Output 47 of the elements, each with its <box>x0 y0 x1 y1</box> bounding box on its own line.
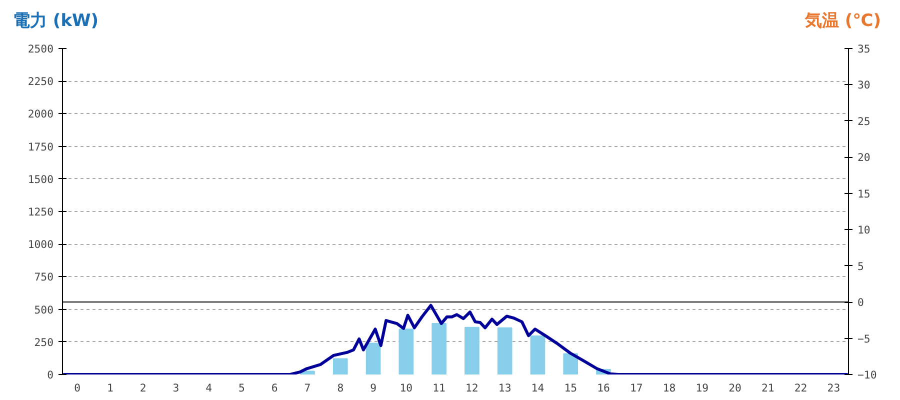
y2-tick-label: −10 <box>858 368 877 382</box>
x-tick-label: 4 <box>206 382 212 394</box>
y2-tick-label: −5 <box>858 332 870 346</box>
y-tick-label: 750 <box>34 270 54 284</box>
y2-tick-label: 25 <box>858 114 870 128</box>
x-tick-label: 22 <box>794 382 808 394</box>
y-tick-label: 2250 <box>28 75 54 88</box>
x-tick-label: 1 <box>106 382 114 394</box>
y-tick-label: 1500 <box>28 172 54 186</box>
y2-tick-label: 20 <box>858 151 870 164</box>
y2-tick-label: 35 <box>858 42 870 56</box>
y-tick-label: 250 <box>34 336 54 349</box>
x-tick-label: 17 <box>630 382 643 394</box>
x-tick-label: 18 <box>662 382 676 394</box>
x-tick-label: 10 <box>400 382 413 394</box>
x-tick-label: 8 <box>337 382 344 394</box>
x-tick-label: 19 <box>696 382 709 394</box>
x-tick-label: 16 <box>597 382 610 394</box>
x-tick-label: 20 <box>728 382 742 394</box>
x-tick-label: 0 <box>74 382 81 394</box>
y2-tick-label: 10 <box>858 224 870 237</box>
x-tick-label: 23 <box>827 382 840 394</box>
x-tick-label: 6 <box>271 382 278 394</box>
y-tick-label: 2500 <box>28 42 54 56</box>
x-tick-label: 14 <box>531 382 544 394</box>
x-tick-label: 13 <box>498 382 512 394</box>
x-tick-label: 9 <box>370 382 376 394</box>
x-tick-label: 15 <box>564 382 578 394</box>
x-tick-label: 3 <box>172 382 180 394</box>
x-tick-label: 7 <box>304 382 311 394</box>
y2-axis-title: 気温 (℃) <box>804 10 881 33</box>
y-tick-label: 2000 <box>28 108 54 121</box>
y2-tick-label: 5 <box>858 260 864 273</box>
x-tick-label: 21 <box>762 382 774 394</box>
y2-tick-label: 15 <box>858 187 870 200</box>
x-tick-label: 11 <box>432 382 446 394</box>
y-tick-label: 1250 <box>28 206 54 218</box>
x-tick-label: 2 <box>140 382 146 394</box>
y2-tick-label: 30 <box>858 78 870 92</box>
y-tick-label: 0 <box>47 368 54 382</box>
y-tick-label: 1000 <box>28 238 54 252</box>
y2-tick-label: 0 <box>858 296 864 310</box>
y-tick-label: 1750 <box>28 140 54 154</box>
y-axis-title: 電力 (kW) <box>13 10 99 33</box>
x-tick-label: 12 <box>466 382 478 394</box>
x-tick-label: 5 <box>238 382 245 394</box>
y-tick-label: 500 <box>34 303 54 316</box>
